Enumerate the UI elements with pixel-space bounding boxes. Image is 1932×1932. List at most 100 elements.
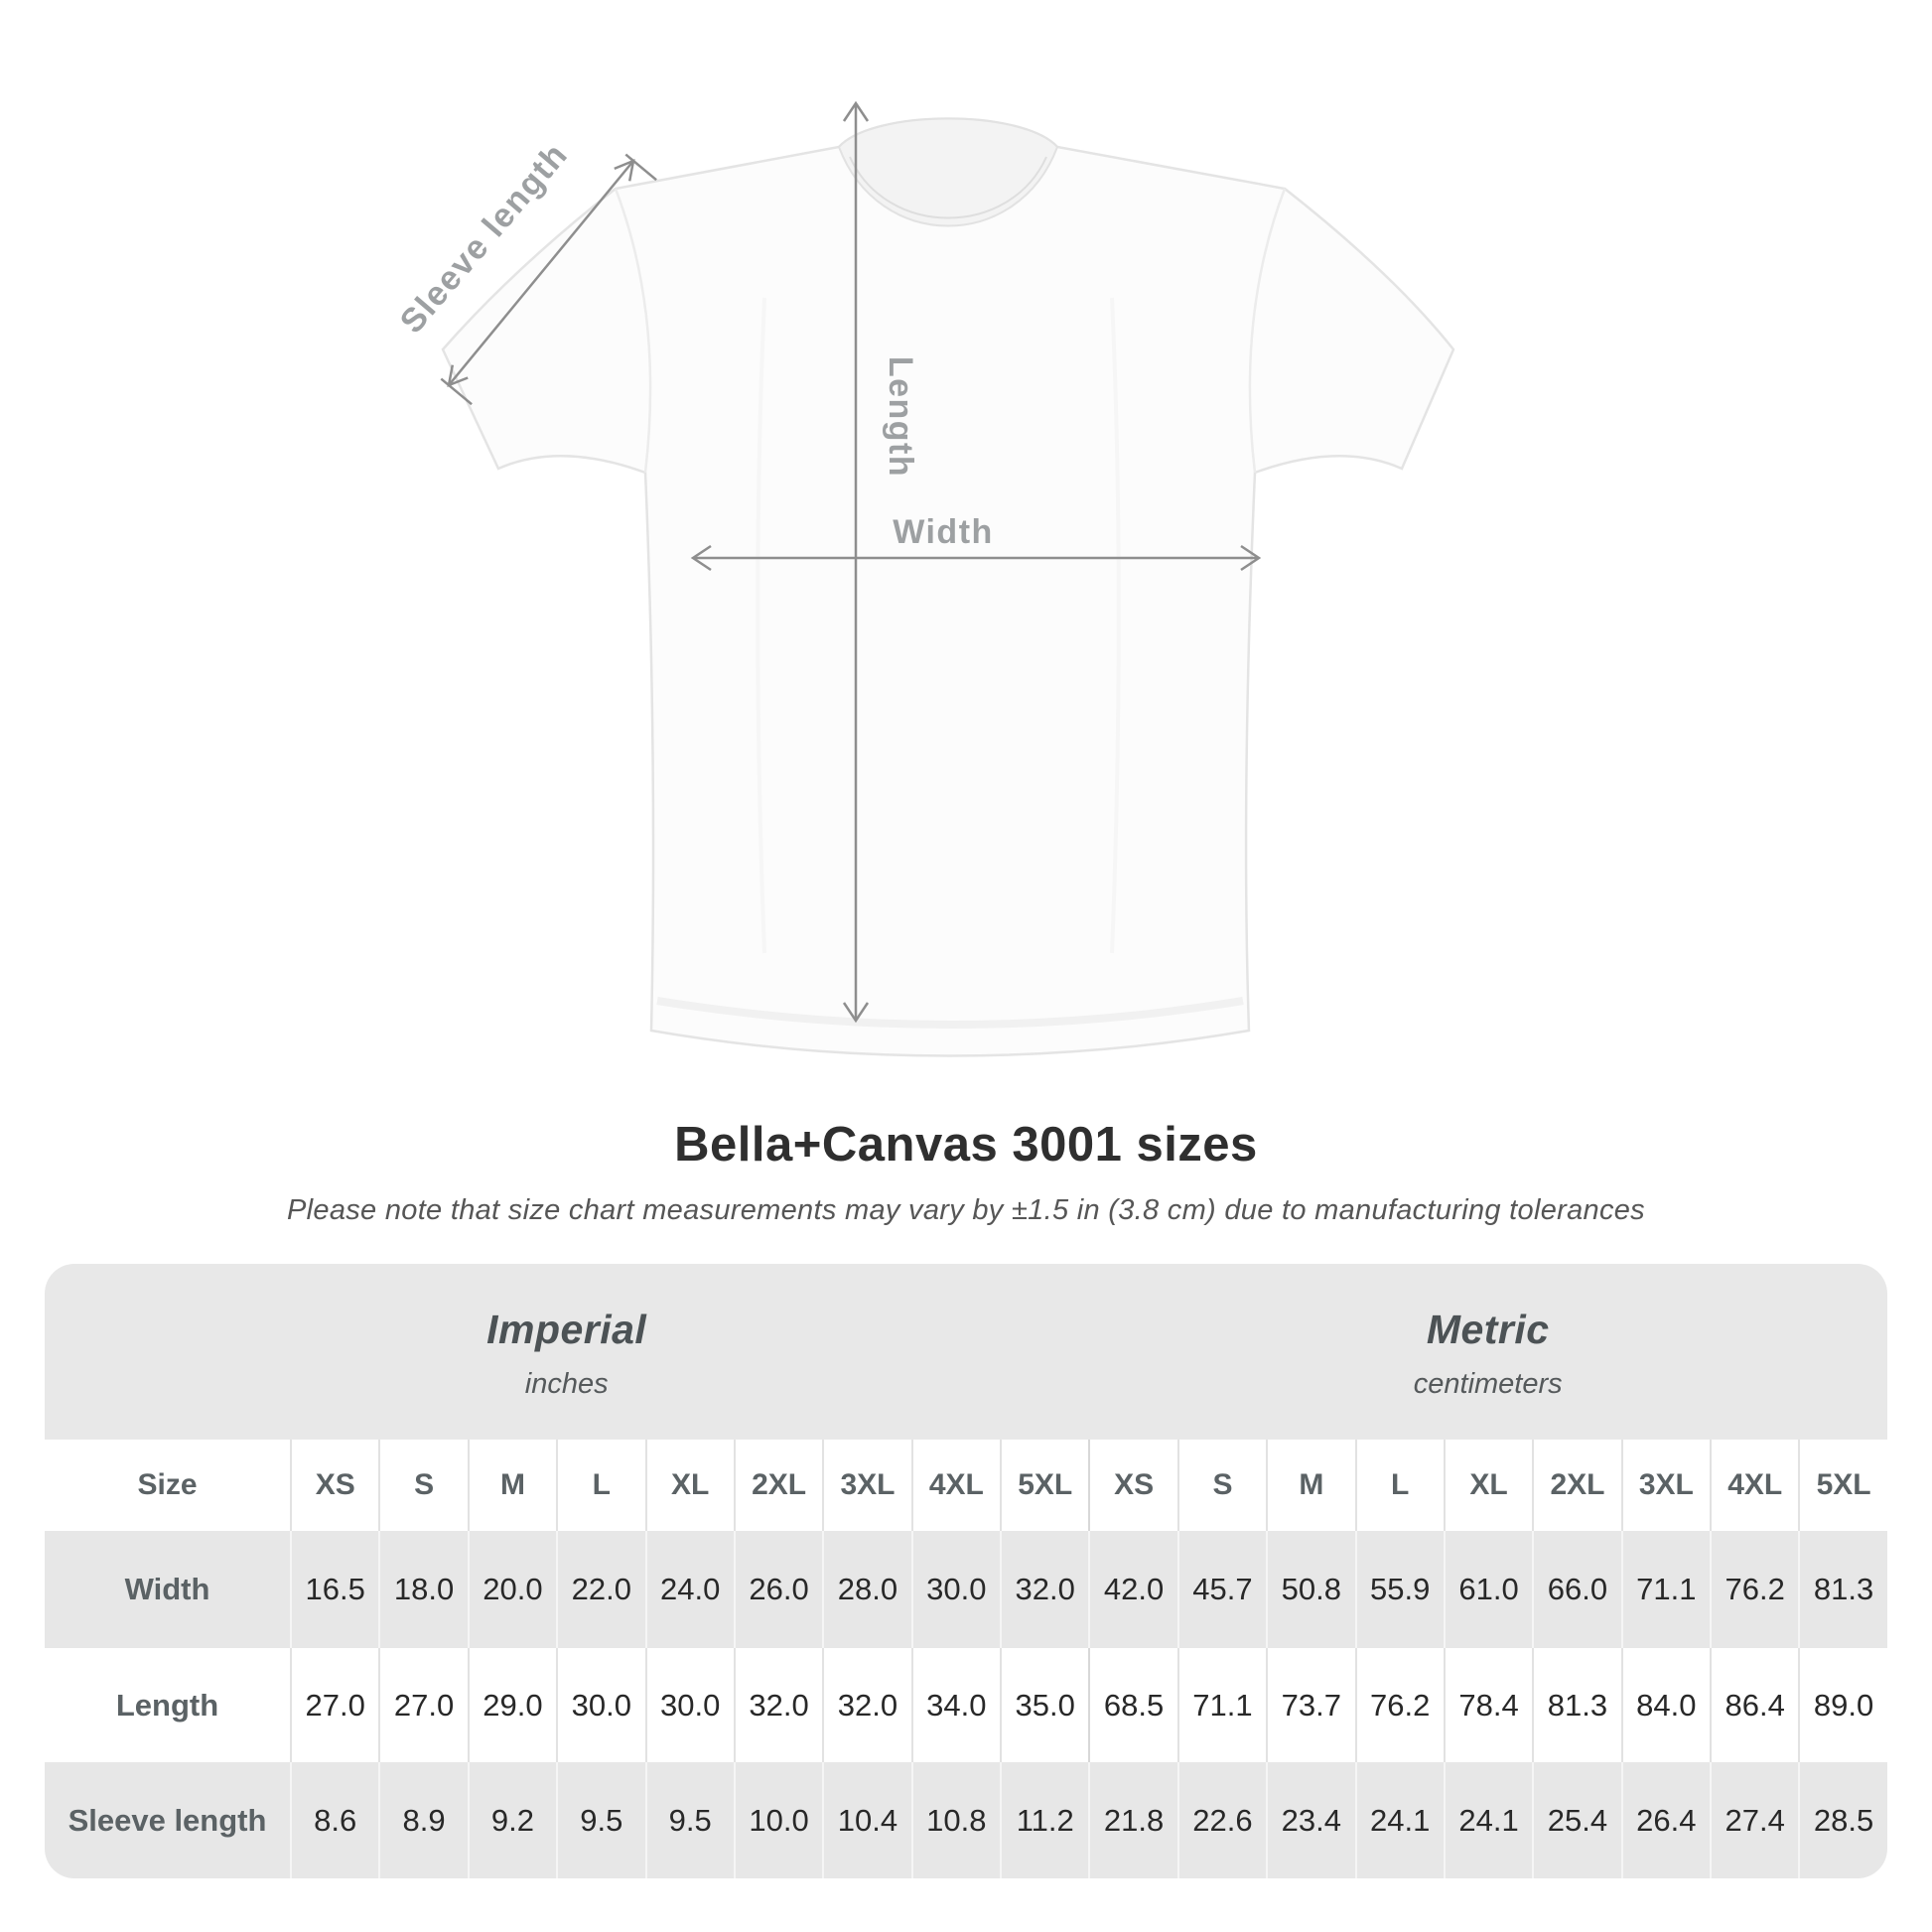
sleeve-metric-value: 24.1 xyxy=(1354,1762,1444,1878)
sleeve-metric-value: 25.4 xyxy=(1532,1762,1620,1878)
length-imperial-value: 32.0 xyxy=(822,1648,910,1762)
unit-band-row: Imperial inches Metric centimeters xyxy=(45,1264,1887,1440)
length-metric-value: 86.4 xyxy=(1710,1648,1798,1762)
page-subtitle: Please note that size chart measurements… xyxy=(287,1194,1645,1226)
sleeve-metric-value: 24.1 xyxy=(1443,1762,1532,1878)
sleeve-length-arrow xyxy=(440,153,657,406)
length-metric-value: 71.1 xyxy=(1176,1648,1266,1762)
collar-opening xyxy=(837,117,1059,227)
row-label: Length xyxy=(115,1687,219,1723)
sleeve-metric-value: 27.4 xyxy=(1710,1762,1798,1878)
length-imperial-value: 32.0 xyxy=(733,1648,822,1762)
length-row: Length 27.0 27.0 29.0 30.0 30.0 32.0 32.… xyxy=(45,1648,1887,1762)
length-metric-value: 78.4 xyxy=(1443,1648,1532,1762)
size-header-metric: L xyxy=(1354,1440,1444,1531)
sleeve-metric-value: 26.4 xyxy=(1620,1762,1710,1878)
length-metric-value: 89.0 xyxy=(1798,1648,1886,1762)
sleeve-imperial-value: 10.8 xyxy=(910,1762,1000,1878)
corner-header: Size xyxy=(137,1468,198,1501)
size-header-metric: S xyxy=(1176,1440,1266,1531)
hem-shading xyxy=(656,997,1244,1029)
tshirt-body xyxy=(441,117,1455,1057)
size-header-metric: XS xyxy=(1088,1440,1176,1531)
size-header-metric: 4XL xyxy=(1710,1440,1798,1531)
left-armhole-seam xyxy=(614,188,652,474)
width-imperial-value: 28.0 xyxy=(822,1531,910,1648)
width-metric-value: 76.2 xyxy=(1710,1531,1798,1648)
size-header-metric: 2XL xyxy=(1532,1440,1620,1531)
width-metric-value: 71.1 xyxy=(1620,1531,1710,1648)
right-armhole-seam xyxy=(1248,188,1287,474)
sleeve-imperial-value: 10.0 xyxy=(733,1762,822,1878)
length-metric-value: 68.5 xyxy=(1088,1648,1176,1762)
width-imperial-value: 16.5 xyxy=(290,1531,378,1648)
sleeve-imperial-value: 8.9 xyxy=(378,1762,467,1878)
length-metric-value: 81.3 xyxy=(1532,1648,1620,1762)
collar-band xyxy=(849,156,1047,219)
width-metric-value: 61.0 xyxy=(1443,1531,1532,1648)
width-imperial-value: 30.0 xyxy=(910,1531,1000,1648)
width-label: Width xyxy=(893,513,994,551)
dimension-annotations xyxy=(440,100,1262,1024)
size-header-imperial: L xyxy=(556,1440,644,1531)
imperial-label: Imperial xyxy=(486,1307,647,1352)
size-header-metric: 3XL xyxy=(1620,1440,1710,1531)
tshirt-graphic xyxy=(441,117,1455,1057)
width-imperial-value: 32.0 xyxy=(1000,1531,1088,1648)
length-metric-value: 73.7 xyxy=(1266,1648,1354,1762)
length-metric-value: 84.0 xyxy=(1620,1648,1710,1762)
width-metric-value: 45.7 xyxy=(1176,1531,1266,1648)
sleeve-imperial-value: 9.2 xyxy=(467,1762,556,1878)
size-header-row: Size XS S M L XL 2XL 3XL 4XL 5XL XS S M … xyxy=(45,1440,1887,1531)
row-label: Sleeve length xyxy=(68,1802,267,1838)
width-row: Width 16.5 18.0 20.0 22.0 24.0 26.0 28.0… xyxy=(45,1531,1887,1648)
length-imperial-value: 35.0 xyxy=(1000,1648,1088,1762)
length-arrow xyxy=(842,100,870,1024)
sleeve-metric-value: 22.6 xyxy=(1176,1762,1266,1878)
size-header-metric: M xyxy=(1266,1440,1354,1531)
width-imperial-value: 26.0 xyxy=(733,1531,822,1648)
width-metric-value: 55.9 xyxy=(1354,1531,1444,1648)
width-metric-value: 42.0 xyxy=(1088,1531,1176,1648)
row-label: Width xyxy=(124,1572,210,1606)
length-label: Length xyxy=(882,356,919,478)
sleeve-metric-value: 21.8 xyxy=(1088,1762,1176,1878)
width-imperial-value: 24.0 xyxy=(644,1531,734,1648)
length-imperial-value: 34.0 xyxy=(910,1648,1000,1762)
length-imperial-value: 30.0 xyxy=(644,1648,734,1762)
imperial-band: Imperial inches xyxy=(45,1264,1088,1440)
sleeve-metric-value: 23.4 xyxy=(1266,1762,1354,1878)
length-imperial-value: 27.0 xyxy=(290,1648,378,1762)
width-metric-value: 50.8 xyxy=(1266,1531,1354,1648)
sleeve-imperial-value: 9.5 xyxy=(556,1762,644,1878)
size-header-metric: XL xyxy=(1443,1440,1532,1531)
width-imperial-value: 18.0 xyxy=(378,1531,467,1648)
size-header-imperial: XS xyxy=(290,1440,378,1531)
size-header-imperial: 2XL xyxy=(733,1440,822,1531)
metric-unit: centimeters xyxy=(1413,1368,1563,1400)
page-title: Bella+Canvas 3001 sizes xyxy=(674,1118,1258,1172)
sleeve-imperial-value: 9.5 xyxy=(644,1762,734,1878)
sleeve-imperial-value: 10.4 xyxy=(822,1762,910,1878)
sleeve-imperial-value: 11.2 xyxy=(1000,1762,1088,1878)
size-header-imperial: 3XL xyxy=(822,1440,910,1531)
width-metric-value: 81.3 xyxy=(1798,1531,1886,1648)
size-header-metric: 5XL xyxy=(1798,1440,1886,1531)
length-metric-value: 76.2 xyxy=(1354,1648,1444,1762)
width-arrow xyxy=(690,544,1262,572)
metric-band: Metric centimeters xyxy=(1088,1264,1887,1440)
width-imperial-value: 22.0 xyxy=(556,1531,644,1648)
size-table: Imperial inches Metric centimeters Size … xyxy=(45,1264,1887,1878)
size-header-imperial: 4XL xyxy=(910,1440,1000,1531)
metric-label: Metric xyxy=(1426,1307,1550,1352)
sleeve-length-row: Sleeve length 8.6 8.9 9.2 9.5 9.5 10.0 1… xyxy=(45,1762,1887,1878)
sleeve-metric-value: 28.5 xyxy=(1798,1762,1886,1878)
size-header-imperial: M xyxy=(467,1440,556,1531)
width-imperial-value: 20.0 xyxy=(467,1531,556,1648)
length-imperial-value: 29.0 xyxy=(467,1648,556,1762)
width-metric-value: 66.0 xyxy=(1532,1531,1620,1648)
tshirt-diagram: Sleeve length Length Width xyxy=(393,100,1455,1057)
body-crease xyxy=(1110,297,1121,954)
size-header-imperial: S xyxy=(378,1440,467,1531)
imperial-unit: inches xyxy=(524,1368,609,1400)
